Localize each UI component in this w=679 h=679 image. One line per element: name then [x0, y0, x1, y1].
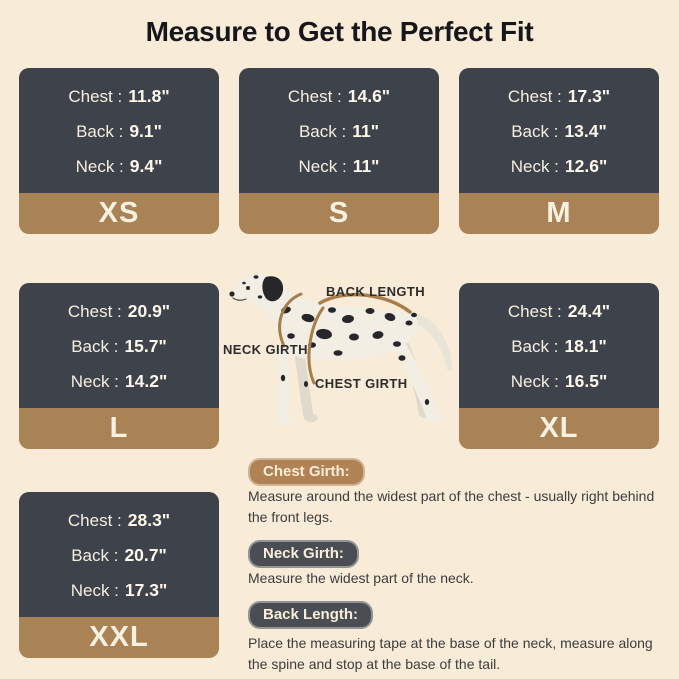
- back-value: 9.1": [129, 121, 162, 141]
- back-value: 15.7": [124, 336, 167, 356]
- chest-girth-arc: [307, 306, 325, 385]
- neck-value: 11": [352, 156, 380, 176]
- size-card-specs: Chest : 17.3" Back : 13.4" Neck : 12.6": [459, 68, 659, 193]
- chest-label: Chest :: [507, 87, 562, 106]
- back-label: Back :: [511, 122, 559, 141]
- back-length-badge: Back Length:: [248, 601, 374, 629]
- size-card-specs: Chest : 24.4" Back : 18.1" Neck : 16.5": [459, 283, 659, 408]
- size-card-xs: Chest : 11.8" Back : 9.1" Neck : 9.4" XS: [19, 68, 219, 234]
- chest-value: 11.8": [128, 86, 170, 106]
- neck-label: Neck :: [510, 372, 559, 391]
- back-measurement: Back : 11": [299, 121, 379, 142]
- chest-label: Chest :: [287, 87, 342, 106]
- back-measurement: Back : 9.1": [76, 121, 162, 142]
- chest-girth-label: CHEST GIRTH: [315, 376, 408, 391]
- neck-label: Neck :: [75, 157, 124, 176]
- neck-measurement: Neck : 11": [299, 156, 380, 177]
- size-card-specs: Chest : 28.3" Back : 20.7" Neck : 17.3": [19, 492, 219, 617]
- neck-girth-label: NECK GIRTH: [223, 342, 308, 357]
- neck-value: 12.6": [564, 156, 608, 176]
- back-measurement: Back : 15.7": [71, 336, 167, 357]
- chest-measurement: Chest : 20.9": [68, 301, 170, 322]
- chest-girth-badge: Chest Girth:: [248, 458, 365, 486]
- size-label: XL: [459, 408, 659, 449]
- page-title: Measure to Get the Perfect Fit: [145, 16, 534, 47]
- neck-measurement: Neck : 17.3": [71, 580, 168, 601]
- dalmatian-illustration: [229, 273, 452, 427]
- chest-measurement: Chest : 24.4": [508, 301, 610, 322]
- size-label: M: [459, 193, 659, 234]
- neck-measurement: Neck : 12.6": [511, 156, 608, 177]
- back-value: 20.7": [124, 545, 167, 565]
- back-label: Back :: [71, 546, 119, 565]
- chest-label: Chest :: [507, 302, 562, 321]
- neck-label: Neck :: [510, 157, 559, 176]
- size-card-specs: Chest : 14.6" Back : 11" Neck : 11": [239, 68, 439, 193]
- chest-value: 17.3": [567, 86, 611, 106]
- dog-diagram: [220, 266, 464, 458]
- back-label: Back :: [71, 337, 119, 356]
- ear-patch: [262, 276, 284, 302]
- chest-measurement: Chest : 28.3": [68, 510, 170, 531]
- size-label: XXL: [19, 617, 219, 658]
- back-measurement: Back : 13.4": [511, 121, 607, 142]
- back-label: Back :: [298, 122, 347, 141]
- chest-measurement: Chest : 17.3": [508, 86, 610, 107]
- chest-label: Chest :: [67, 511, 122, 530]
- size-card-specs: Chest : 20.9" Back : 15.7" Neck : 14.2": [19, 283, 219, 408]
- chest-girth-description: Measure around the widest part of the ch…: [248, 488, 655, 526]
- neck-girth-description: Measure the widest part of the neck.: [248, 570, 474, 586]
- size-card-m: Chest : 17.3" Back : 13.4" Neck : 12.6" M: [459, 68, 659, 234]
- size-card-s: Chest : 14.6" Back : 11" Neck : 11" S: [239, 68, 439, 234]
- back-value: 18.1": [564, 336, 607, 356]
- back-label: Back :: [76, 122, 124, 141]
- size-card-xl: Chest : 24.4" Back : 18.1" Neck : 16.5" XL: [459, 283, 659, 449]
- neck-label: Neck :: [298, 157, 347, 176]
- nose: [229, 291, 235, 297]
- neck-value: 14.2": [124, 371, 168, 391]
- chest-value: 14.6": [347, 86, 391, 106]
- back-label: Back :: [511, 337, 559, 356]
- neck-value: 16.5": [564, 371, 608, 391]
- size-card-l: Chest : 20.9" Back : 15.7" Neck : 14.2" L: [19, 283, 219, 449]
- neck-measurement: Neck : 14.2": [71, 371, 168, 392]
- neck-value: 9.4": [129, 156, 163, 176]
- back-length-description: Place the measuring tape at the base of …: [248, 635, 653, 673]
- size-label: XS: [19, 193, 219, 234]
- chest-value: 28.3": [127, 510, 171, 530]
- chest-label: Chest :: [67, 302, 122, 321]
- neck-girth-badge: Neck Girth:: [248, 540, 359, 568]
- size-label: S: [239, 193, 439, 234]
- back-measurement: Back : 18.1": [511, 336, 607, 357]
- eye: [246, 286, 250, 290]
- chest-measurement: Chest : 11.8": [68, 86, 169, 107]
- chest-value: 20.9": [127, 301, 171, 321]
- back-length-arc: [318, 292, 412, 314]
- chest-label: Chest :: [68, 87, 123, 106]
- neck-label: Neck :: [70, 372, 119, 391]
- size-label: L: [19, 408, 219, 449]
- chest-measurement: Chest : 14.6": [288, 86, 390, 107]
- size-card-specs: Chest : 11.8" Back : 9.1" Neck : 9.4": [19, 68, 219, 193]
- neck-label: Neck :: [70, 581, 119, 600]
- back-measurement: Back : 20.7": [71, 545, 167, 566]
- chest-value: 24.4": [567, 301, 611, 321]
- back-length-label: BACK LENGTH: [326, 284, 426, 299]
- neck-value: 17.3": [124, 580, 168, 600]
- back-value: 11": [352, 121, 380, 141]
- back-value: 13.4": [564, 121, 607, 141]
- size-card-xxl: Chest : 28.3" Back : 20.7" Neck : 17.3" XXL: [19, 492, 219, 658]
- neck-measurement: Neck : 16.5": [511, 371, 608, 392]
- neck-girth-arc: [278, 292, 303, 348]
- neck-measurement: Neck : 9.4": [76, 156, 163, 177]
